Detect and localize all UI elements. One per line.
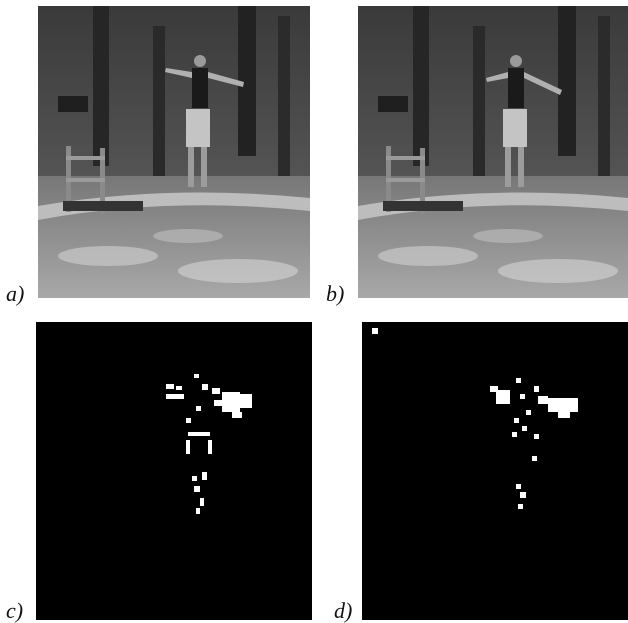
panel-d-image xyxy=(362,322,628,620)
panel-d-label: d) xyxy=(334,598,353,623)
panel-b-label: b) xyxy=(326,281,345,306)
mask-d xyxy=(362,322,628,620)
panel-c-image xyxy=(36,322,312,620)
frame-b-scene xyxy=(358,6,628,298)
panel-a-image xyxy=(38,6,310,298)
mask-c xyxy=(36,322,312,620)
panel-b-image xyxy=(358,6,628,298)
frame-a-scene xyxy=(38,6,310,298)
panel-c-label: c) xyxy=(6,598,24,623)
panel-a-label: a) xyxy=(6,281,25,306)
